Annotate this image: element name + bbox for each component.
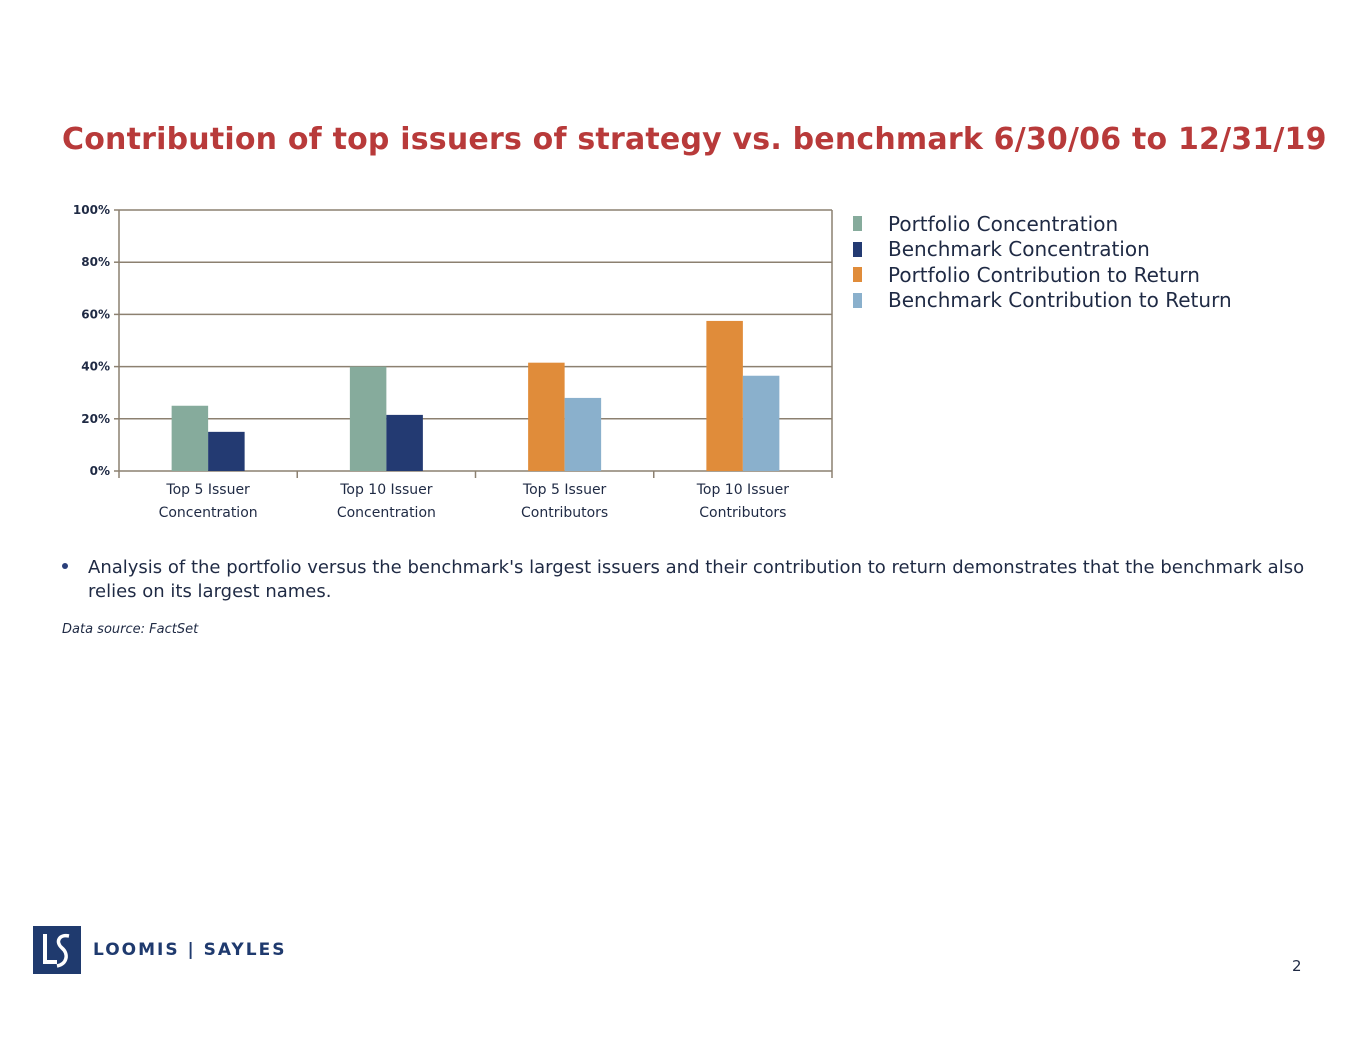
page-title: Contribution of top issuers of strategy … (62, 122, 1327, 157)
bar (742, 375, 780, 471)
x-tick-label: Top 5 Issuer (522, 482, 607, 498)
x-tick-label: Top 10 Issuer (339, 482, 433, 498)
bar (349, 366, 387, 471)
x-tick-label: Contributors (699, 505, 786, 521)
legend-swatch (853, 292, 862, 308)
y-tick-label: 20% (81, 412, 110, 426)
bar (564, 397, 602, 471)
legend-item: Benchmark Contribution to Return (853, 288, 1232, 314)
legend-item: Portfolio Contribution to Return (853, 262, 1232, 288)
legend-label: Portfolio Concentration (888, 211, 1119, 236)
x-tick-label: Top 10 Issuer (696, 482, 790, 498)
x-tick-label: Concentration (337, 505, 436, 521)
data-source-note: Data source: FactSet (62, 622, 199, 637)
company-logo: LOOMIS | SAYLES (33, 926, 286, 974)
ls-logo-icon (33, 926, 81, 974)
x-tick-label: Top 5 Issuer (165, 482, 250, 498)
y-tick-label: 60% (81, 307, 110, 321)
bullet-icon (62, 563, 68, 569)
x-tick-label: Contributors (521, 505, 608, 521)
bar (208, 431, 245, 471)
legend-swatch (853, 267, 862, 283)
legend-label: Benchmark Contribution to Return (888, 288, 1232, 313)
legend-swatch (853, 216, 862, 232)
legend-label: Benchmark Concentration (888, 237, 1150, 262)
bar (386, 414, 423, 471)
logo-wordmark: LOOMIS | SAYLES (93, 940, 287, 960)
bar (528, 362, 565, 471)
legend-label: Portfolio Contribution to Return (888, 262, 1200, 287)
legend-item: Benchmark Concentration (853, 237, 1232, 263)
y-tick-label: 100% (73, 203, 110, 217)
bullet-point: Analysis of the portfolio versus the ben… (62, 556, 1312, 604)
legend-item: Portfolio Concentration (853, 211, 1232, 237)
y-tick-label: 0% (90, 464, 110, 478)
legend-swatch (853, 241, 862, 257)
bar (706, 320, 743, 471)
x-tick-label: Concentration (159, 505, 258, 521)
bullet-text: Analysis of the portfolio versus the ben… (88, 557, 1305, 602)
y-tick-label: 40% (81, 360, 110, 374)
page-number: 2 (1292, 957, 1302, 975)
bar (171, 405, 209, 471)
y-tick-label: 80% (81, 255, 110, 269)
chart-legend: Portfolio Concentration Benchmark Concent… (853, 211, 1232, 313)
